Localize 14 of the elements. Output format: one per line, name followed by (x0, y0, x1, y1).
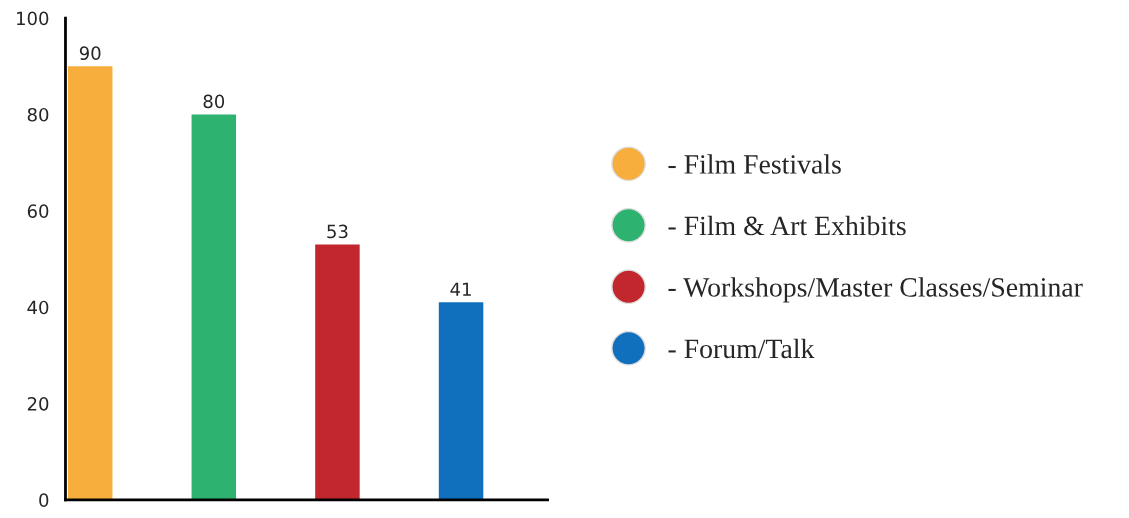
data-label: 41 (450, 282, 471, 296)
y-tick-label: 40 (27, 300, 49, 315)
y-tick-label: 20 (27, 396, 49, 411)
data-label: 90 (79, 46, 101, 61)
legend-label: - Film Festivals (668, 154, 841, 174)
y-tick-label: 0 (39, 493, 49, 507)
y-tick-label: 80 (27, 107, 49, 122)
data-label: 80 (203, 94, 225, 109)
legend-label: - Workshops/Master Classes/Seminar (668, 277, 1083, 303)
y-tick-label: 60 (27, 204, 49, 218)
legend-label: - Film & Art Exhibits (668, 215, 906, 236)
y-tick-label: 100 (17, 11, 49, 26)
legend-label: - Forum/Talk (668, 338, 815, 359)
data-label: 53 (327, 224, 348, 239)
